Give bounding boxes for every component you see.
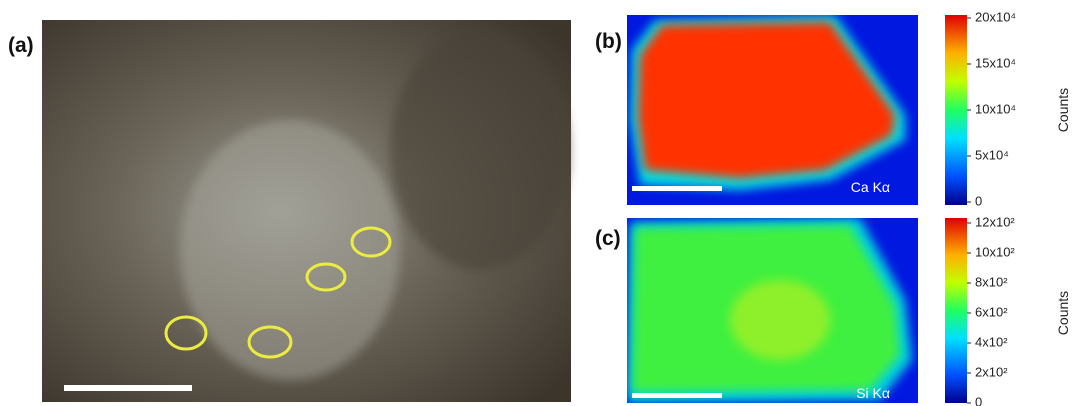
- panel-label: (b): [595, 30, 622, 53]
- colorbar-tick-label: 20x10⁴: [975, 9, 1016, 24]
- element-label: Ca Kα: [851, 179, 890, 195]
- colorbar-tick-label: 2x10²: [975, 364, 1008, 379]
- colorbar-tick-label: 12x10²: [975, 214, 1015, 229]
- colorbar-tick-label: 6x10²: [975, 304, 1008, 319]
- colorbar-tick-label: 10x10²: [975, 244, 1015, 259]
- figure: (a) Ca Kα (b) Si Kα (c) 20x10⁴ 15x10⁴ 10x1…: [0, 0, 1083, 406]
- colorbar-tick-label: 8x10²: [975, 274, 1008, 289]
- colorbar-tick-label: 15x10⁴: [975, 55, 1016, 70]
- colorbar: [945, 15, 967, 205]
- element-label: Si Kα: [856, 385, 890, 401]
- colorbar-tick-label: 5x10⁴: [975, 147, 1009, 162]
- colorbar: [945, 218, 967, 403]
- si-map: [627, 218, 918, 403]
- micrograph: [42, 20, 571, 402]
- panel-label: (c): [595, 227, 621, 250]
- ca-map: [627, 15, 918, 205]
- colorbar-tick-label: 4x10²: [975, 334, 1008, 349]
- colorbar-title: Counts: [1055, 88, 1071, 132]
- colorbar-tick-label: 10x10⁴: [975, 101, 1016, 116]
- panel-label: (a): [8, 34, 34, 57]
- colorbar-tick-label: 0: [975, 193, 982, 208]
- colorbar-tick-label: 0: [975, 394, 982, 406]
- colorbar-title: Counts: [1055, 291, 1071, 335]
